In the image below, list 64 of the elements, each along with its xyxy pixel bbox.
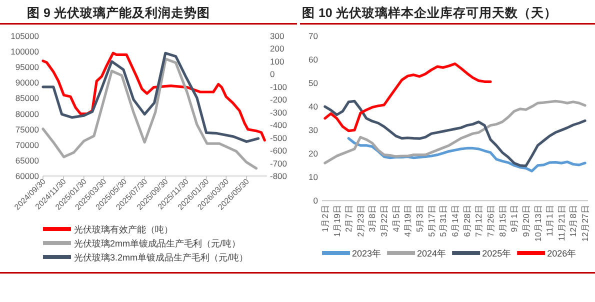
x-tick-label: 6月14日: [450, 204, 460, 237]
x-tick-label: 11月21日: [556, 204, 566, 241]
legend-label: 光伏玻璃3.2mm单镀成品生产毛利（元/吨）: [74, 252, 248, 262]
y-tick-label: 20: [308, 148, 318, 159]
x-tick-label: 4月5日: [390, 204, 401, 232]
legend-label: 2023年: [352, 248, 382, 258]
y2-tick-label: -800: [270, 171, 288, 181]
legend-label: 光伏玻璃有效产能（吨）: [74, 224, 173, 234]
line-series: [324, 62, 492, 132]
y-tick-label: 65000: [15, 155, 40, 166]
y-tick-label: 90000: [15, 78, 40, 88]
y2-tick-label: -600: [270, 146, 288, 156]
x-tick-label: 10月13日: [532, 204, 543, 242]
x-tick-label: 1月19日: [332, 204, 342, 237]
y-tick-label: 10: [308, 172, 318, 182]
x-tick-label: 3月22日: [379, 204, 390, 237]
legend-label: 2026年: [547, 248, 576, 258]
y-tick-label: 95000: [15, 62, 40, 72]
x-tick-label: 3月8日: [367, 204, 378, 232]
x-tick-label: 12月27日: [580, 204, 590, 242]
x-tick-label: 2月23日: [355, 204, 366, 237]
y2-tick-label: -300: [270, 107, 288, 118]
y2-tick-label: -400: [270, 120, 288, 130]
x-tick-label: 9月1日: [509, 204, 520, 232]
y2-tick-label: -500: [270, 132, 288, 143]
y2-tick-label: 100: [270, 56, 284, 66]
y-tick-label: 100000: [10, 46, 40, 57]
x-tick-label: 6月28日: [462, 204, 472, 237]
line-series: [42, 58, 258, 170]
x-tick-label: 5月17日: [426, 204, 436, 237]
legend-label: 2024年: [417, 248, 446, 258]
x-tick-label: 9月20日: [520, 204, 531, 237]
y2-tick-label: 0: [270, 69, 275, 80]
x-tick-label: 5月31日: [438, 204, 448, 237]
y2-tick-label: -100: [270, 82, 288, 92]
y-tick-label: 30: [308, 125, 318, 136]
y-tick-label: 85000: [15, 93, 40, 104]
x-tick-label: 8月15日: [497, 204, 508, 237]
y-tick-label: 70: [308, 31, 318, 41]
x-tick-label: 7月26日: [485, 204, 496, 237]
y2-tick-label: -200: [270, 94, 288, 105]
x-tick-label: 4月19日: [402, 204, 413, 237]
y2-tick-label: 200: [270, 44, 284, 54]
y-tick-label: 60000: [15, 171, 40, 181]
x-tick-label: 11月1日: [544, 204, 555, 236]
y-tick-label: 0: [313, 196, 318, 206]
y-tick-label: 75000: [15, 124, 40, 134]
y-tick-label: 80000: [15, 108, 40, 119]
y-tick-label: 50: [308, 78, 318, 88]
y-tick-label: 105000: [10, 31, 40, 41]
legend-label: 光伏玻璃2mm单镀成品生产毛利（元/吨）: [74, 238, 240, 248]
y2-tick-label: 300: [270, 31, 284, 41]
chart-title: 图 9 光伏玻璃产能及利润走势图: [27, 5, 210, 20]
y-tick-label: 40: [308, 102, 318, 112]
x-tick-label: 5月3日: [414, 204, 425, 232]
chart-title: 图 10 光伏玻璃样本企业库存可用天数（天）: [302, 5, 557, 20]
legend-label: 2025年: [482, 248, 512, 258]
x-tick-label: 1月2日: [320, 204, 330, 232]
y2-tick-label: -700: [270, 158, 288, 168]
x-tick-label: 12月8日: [568, 204, 578, 237]
y-tick-label: 60: [308, 54, 318, 65]
x-tick-label: 2月7日: [344, 204, 354, 232]
x-tick-label: 7月12日: [474, 204, 484, 237]
y-tick-label: 70000: [15, 140, 40, 150]
